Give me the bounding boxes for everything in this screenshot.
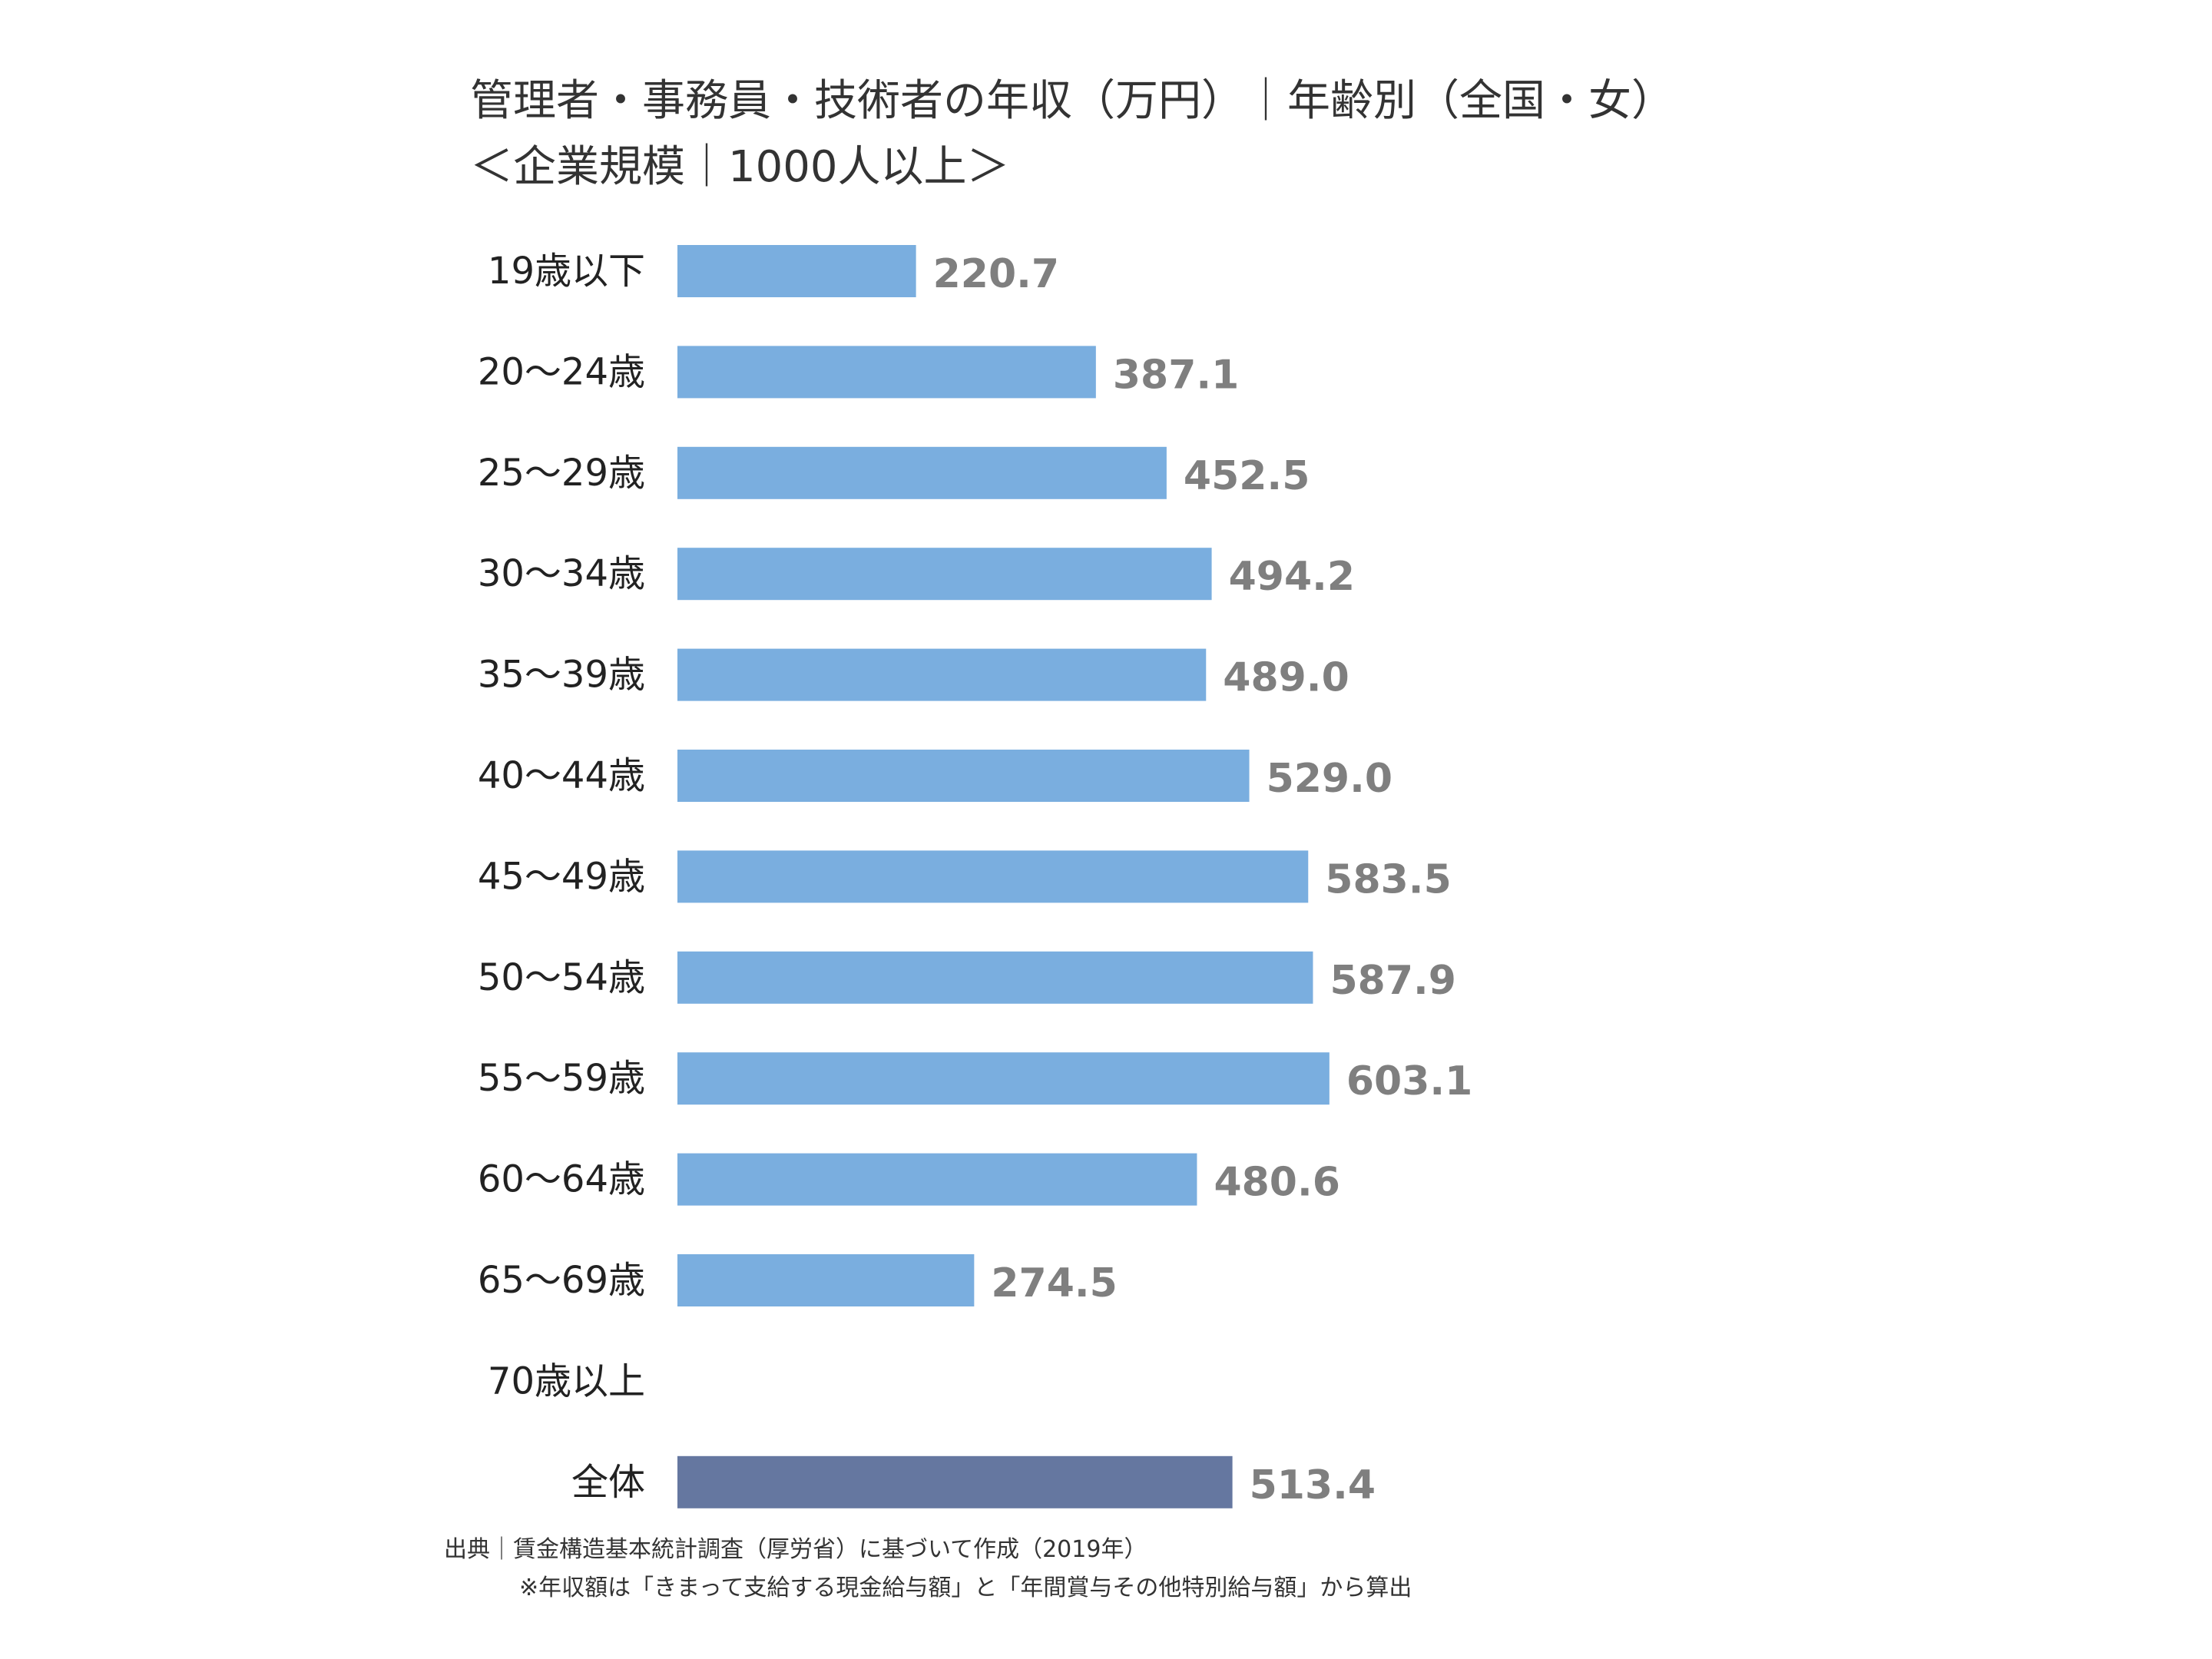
bar	[677, 951, 1313, 1004]
bar	[677, 446, 1167, 499]
category-label: 55～59歳	[478, 1057, 645, 1100]
value-label: 480.6	[1214, 1160, 1339, 1206]
category-label: 25～29歳	[478, 452, 645, 495]
value-label: 587.9	[1330, 958, 1455, 1004]
category-label: 50～54歳	[478, 956, 645, 999]
value-label: 220.7	[933, 251, 1059, 297]
bar	[677, 850, 1309, 903]
category-label: 65～69歳	[478, 1259, 645, 1302]
bar	[677, 1153, 1197, 1206]
bar	[677, 548, 1212, 601]
bar	[677, 1254, 975, 1306]
bar	[677, 1052, 1330, 1105]
category-label: 30～34歳	[478, 552, 645, 595]
value-label: 452.5	[1184, 453, 1310, 499]
value-label: 583.5	[1325, 856, 1451, 902]
bar	[677, 750, 1250, 802]
source-note: 出典｜賃金構造基本統計調査（厚労省）に基づいて作成（2019年）	[444, 1536, 1147, 1563]
chart-title: 管理者・事務員・技術者の年収（万円）｜年齢別（全国・女）	[470, 76, 1674, 126]
calculation-note: ※年収額は「きまって支給する現金給与額」と「年間賞与その他特別給与額」から算出	[519, 1575, 1412, 1601]
value-label: 513.4	[1250, 1462, 1376, 1508]
bar	[677, 1455, 1233, 1508]
category-label: 全体	[571, 1461, 645, 1504]
value-label: 529.0	[1267, 756, 1392, 802]
value-label: 494.2	[1229, 554, 1355, 600]
bar	[677, 245, 916, 297]
bar	[677, 648, 1207, 701]
category-label: 60～64歳	[478, 1158, 645, 1201]
chart-subtitle: ＜企業規模｜1000人以上＞	[470, 142, 1010, 192]
bar	[677, 346, 1096, 399]
value-label: 387.1	[1113, 352, 1239, 398]
value-label: 274.5	[991, 1260, 1117, 1306]
value-label: 603.1	[1346, 1058, 1472, 1104]
category-label: 40～44歳	[478, 754, 645, 797]
category-label: 19歳以下	[488, 250, 645, 293]
category-label: 20～24歳	[478, 350, 645, 393]
value-label: 489.0	[1223, 655, 1349, 701]
category-label: 45～49歳	[478, 855, 645, 898]
category-label: 70歳以上	[488, 1359, 645, 1402]
category-label: 35～39歳	[478, 654, 645, 697]
